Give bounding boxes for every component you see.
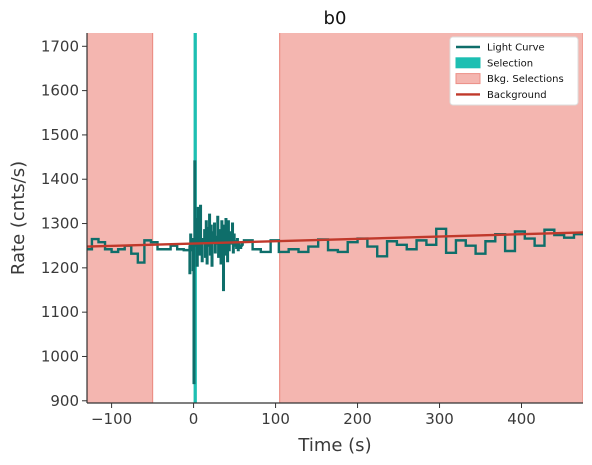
legend-entry-background: Background (456, 90, 547, 101)
y-tick-label: 1000 (41, 347, 79, 365)
light-curve-segment-1 (87, 237, 192, 264)
legend-label: Background (487, 90, 547, 101)
y-tick-label: 1300 (41, 215, 79, 233)
bkg-selection-region-1 (87, 33, 154, 403)
legend-entry-light-curve: Light Curve (456, 43, 545, 54)
y-tick-label: 900 (50, 392, 79, 410)
legend-label: Light Curve (487, 43, 545, 54)
x-axis-label: Time (s) (297, 435, 371, 456)
legend: Light Curve Selection Bkg. Selections Backg… (449, 36, 579, 106)
legend-label: Selection (487, 58, 533, 69)
light-curve-segment-2 (242, 227, 583, 258)
y-tick-label: 1100 (41, 303, 79, 321)
x-tick-label: 400 (507, 410, 536, 428)
y-tick-label: 1200 (41, 259, 79, 277)
legend-entry-selection: Selection (455, 57, 533, 69)
x-tick-label: −100 (91, 410, 132, 428)
x-tick-label: 100 (261, 410, 290, 428)
y-tick-label: 1600 (41, 82, 79, 100)
x-axis: −100 0 100 200 300 400 (87, 402, 583, 428)
legend-swatch (455, 57, 481, 69)
legend-swatch (455, 73, 481, 85)
x-tick-label: 0 (189, 410, 199, 428)
x-tick-label: 200 (343, 410, 372, 428)
y-tick-label: 1500 (41, 126, 79, 144)
y-axis-label: Rate (cnts/s) (8, 161, 29, 275)
light-curve-burst (188, 160, 244, 385)
chart-title: b0 (324, 8, 347, 29)
x-tick-label: 300 (425, 410, 454, 428)
background-model-line (87, 231, 583, 248)
y-tick-label: 1700 (41, 37, 79, 55)
legend-entry-bkg-selection: Bkg. Selections (455, 73, 564, 85)
y-tick-label: 1400 (41, 170, 79, 188)
y-axis: 900 1000 1100 1200 1300 1400 1500 1600 1700 (41, 33, 88, 410)
legend-box (449, 36, 579, 106)
legend-label: Bkg. Selections (487, 74, 564, 85)
